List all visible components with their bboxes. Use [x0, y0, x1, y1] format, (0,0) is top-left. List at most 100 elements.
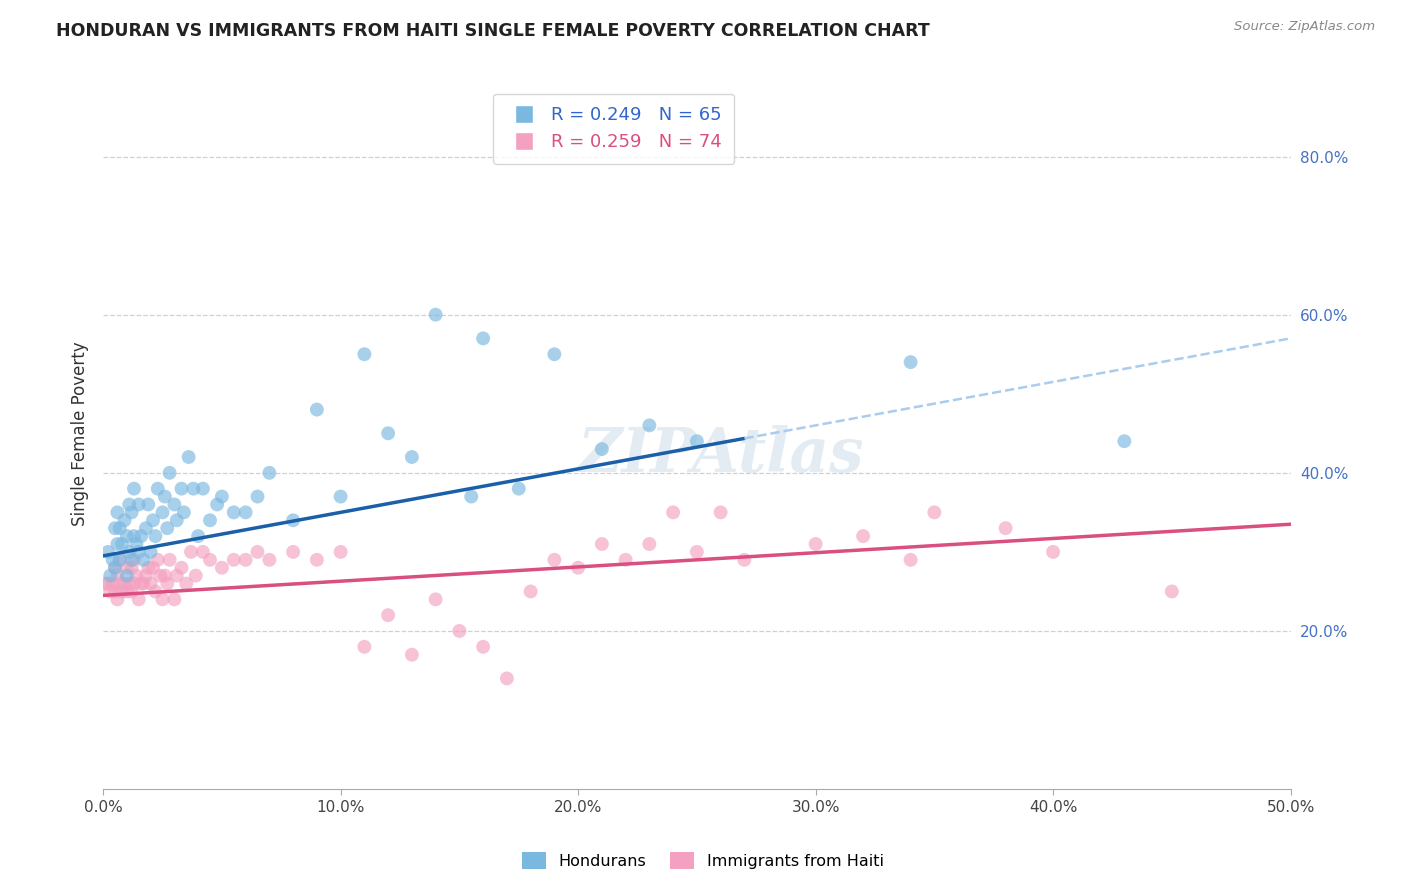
Point — [146, 482, 169, 496]
Point — [567, 560, 589, 574]
Point — [105, 537, 128, 551]
Point — [108, 553, 131, 567]
Point — [104, 521, 127, 535]
Point — [98, 584, 121, 599]
Point — [377, 426, 399, 441]
Point — [591, 537, 613, 551]
Point — [508, 482, 530, 496]
Point — [163, 498, 186, 512]
Point — [733, 553, 755, 567]
Point — [101, 553, 124, 567]
Point — [128, 545, 150, 559]
Point — [377, 608, 399, 623]
Y-axis label: Single Female Poverty: Single Female Poverty — [72, 341, 89, 525]
Point — [205, 498, 228, 512]
Point — [174, 576, 197, 591]
Point — [145, 529, 167, 543]
Point — [211, 490, 233, 504]
Point — [425, 592, 447, 607]
Point — [235, 505, 257, 519]
Point — [281, 545, 304, 559]
Point — [114, 576, 136, 591]
Point — [128, 592, 150, 607]
Point — [460, 490, 482, 504]
Point — [118, 545, 141, 559]
Point — [472, 640, 495, 654]
Point — [170, 482, 193, 496]
Point — [401, 450, 423, 464]
Point — [159, 466, 181, 480]
Point — [118, 576, 141, 591]
Point — [136, 560, 159, 574]
Point — [122, 576, 145, 591]
Point — [638, 537, 661, 551]
Point — [105, 592, 128, 607]
Point — [125, 537, 148, 551]
Point — [198, 513, 221, 527]
Point — [115, 529, 138, 543]
Point — [191, 545, 214, 559]
Point — [246, 490, 269, 504]
Point — [97, 545, 120, 559]
Point — [187, 529, 209, 543]
Point — [132, 576, 155, 591]
Point — [994, 521, 1017, 535]
Point — [259, 553, 281, 567]
Point — [122, 529, 145, 543]
Point — [98, 568, 121, 582]
Point — [108, 553, 131, 567]
Point — [170, 560, 193, 574]
Point — [353, 347, 375, 361]
Point — [115, 560, 138, 574]
Point — [1160, 584, 1182, 599]
Point — [329, 490, 352, 504]
Point — [543, 553, 565, 567]
Point — [108, 576, 131, 591]
Point — [591, 442, 613, 456]
Point — [142, 513, 165, 527]
Point — [145, 584, 167, 599]
Point — [152, 505, 174, 519]
Point — [191, 482, 214, 496]
Point — [543, 347, 565, 361]
Point — [425, 308, 447, 322]
Point — [128, 498, 150, 512]
Point — [105, 505, 128, 519]
Point — [149, 568, 172, 582]
Legend: R = 0.249   N = 65, R = 0.259   N = 74: R = 0.249 N = 65, R = 0.259 N = 74 — [494, 94, 734, 164]
Point — [135, 568, 157, 582]
Point — [638, 418, 661, 433]
Point — [108, 521, 131, 535]
Point — [136, 498, 159, 512]
Point — [139, 576, 162, 591]
Point — [122, 553, 145, 567]
Point — [122, 482, 145, 496]
Point — [97, 576, 120, 591]
Point — [180, 545, 202, 559]
Point — [125, 568, 148, 582]
Point — [152, 592, 174, 607]
Point — [111, 537, 134, 551]
Point — [166, 513, 188, 527]
Point — [662, 505, 685, 519]
Point — [686, 545, 709, 559]
Point — [163, 592, 186, 607]
Point — [177, 450, 200, 464]
Point — [94, 576, 117, 591]
Point — [111, 584, 134, 599]
Point — [115, 568, 138, 582]
Point — [173, 505, 195, 519]
Point — [121, 560, 143, 574]
Point — [211, 560, 233, 574]
Point — [121, 584, 143, 599]
Point — [104, 584, 127, 599]
Point — [924, 505, 946, 519]
Point — [804, 537, 827, 551]
Point — [1114, 434, 1136, 449]
Point — [129, 529, 152, 543]
Point — [222, 553, 245, 567]
Point — [184, 568, 207, 582]
Point — [686, 434, 709, 449]
Point — [114, 513, 136, 527]
Point — [401, 648, 423, 662]
